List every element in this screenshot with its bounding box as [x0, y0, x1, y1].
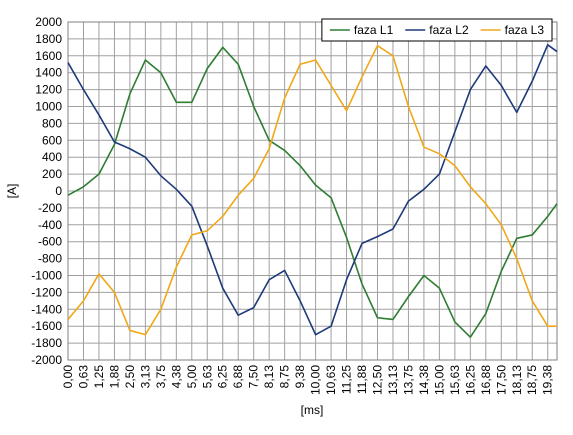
x-tick-label: 13,13 — [386, 365, 400, 395]
legend: faza L1 faza L2 faza L3 — [321, 18, 553, 42]
x-tick-label: 19,38 — [541, 365, 555, 395]
x-tick-label: 8,75 — [278, 365, 292, 389]
y-tick-label: 2000 — [35, 15, 62, 29]
x-axis-label: [ms] — [301, 403, 324, 417]
y-tick-label: 400 — [42, 150, 62, 164]
y-tick-label: 1200 — [35, 83, 62, 97]
y-tick-label: -200 — [38, 201, 62, 215]
x-tick-label: 6,88 — [231, 365, 245, 389]
y-tick-label: 200 — [42, 167, 62, 181]
series-line — [67, 44, 558, 336]
x-tick-label: 3,13 — [138, 365, 152, 389]
y-tick-label: -1600 — [31, 319, 62, 333]
x-tick-label: 9,38 — [293, 365, 307, 389]
legend-box — [321, 18, 553, 42]
y-tick-label: -1200 — [31, 285, 62, 299]
x-tick-label: 13,75 — [401, 365, 415, 395]
x-tick-label: 10,00 — [309, 365, 323, 395]
y-tick-label: -800 — [38, 252, 62, 266]
x-tick-label: 12,50 — [370, 365, 384, 395]
legend-label: faza L3 — [505, 23, 545, 37]
y-tick-label: 0 — [55, 184, 62, 198]
y-tick-label: -600 — [38, 235, 62, 249]
y-tick-label: -1000 — [31, 269, 62, 283]
y-axis-label: [A] — [5, 184, 19, 199]
x-tick-label: 5,00 — [185, 365, 199, 389]
x-tick-label: 18,75 — [525, 365, 539, 395]
x-tick-label: 16,88 — [479, 365, 493, 395]
x-tick-label: 14,38 — [417, 365, 431, 395]
y-tick-label: -400 — [38, 218, 62, 232]
legend-label: faza L1 — [354, 23, 394, 37]
x-tick-label: 17,50 — [494, 365, 508, 395]
x-tick-label: 11,25 — [340, 365, 354, 394]
y-tick-label: 1400 — [35, 66, 62, 80]
y-tick-label: 1000 — [35, 100, 62, 114]
x-tick-label: 18,13 — [510, 365, 524, 395]
x-tick-label: 15,63 — [448, 365, 462, 395]
x-tick-label: 5,63 — [200, 365, 214, 389]
y-tick-label: 600 — [42, 133, 62, 147]
x-tick-label: 3,75 — [154, 365, 168, 389]
x-tick-label: 15,00 — [432, 365, 446, 395]
x-tick-label: 16,25 — [463, 365, 477, 395]
x-tick-label: 10,63 — [324, 365, 338, 395]
x-tick-label: 4,38 — [169, 365, 183, 389]
x-tick-label: 2,50 — [123, 365, 137, 389]
y-tick-label: 1600 — [35, 49, 62, 63]
y-tick-label: 800 — [42, 116, 62, 130]
x-tick-label: 1,88 — [107, 365, 121, 389]
x-tick-label: 7,50 — [247, 365, 261, 389]
plot-frame — [67, 21, 558, 361]
x-tick-label: 0,63 — [76, 365, 90, 389]
series-line — [67, 44, 557, 336]
series-line — [67, 46, 558, 338]
x-tick-label: 1,25 — [92, 365, 106, 389]
y-tick-label: -2000 — [31, 353, 62, 367]
legend-label: faza L2 — [429, 23, 469, 37]
x-tick-label: 8,13 — [262, 365, 276, 389]
x-tick-label: 6,25 — [216, 365, 230, 389]
x-tick-label: 11,88 — [355, 365, 369, 394]
y-tick-label: -1800 — [31, 336, 62, 350]
y-tick-label: 1800 — [35, 32, 62, 46]
y-tick-label: -1400 — [31, 302, 62, 316]
x-tick-label: 0,00 — [61, 365, 75, 389]
